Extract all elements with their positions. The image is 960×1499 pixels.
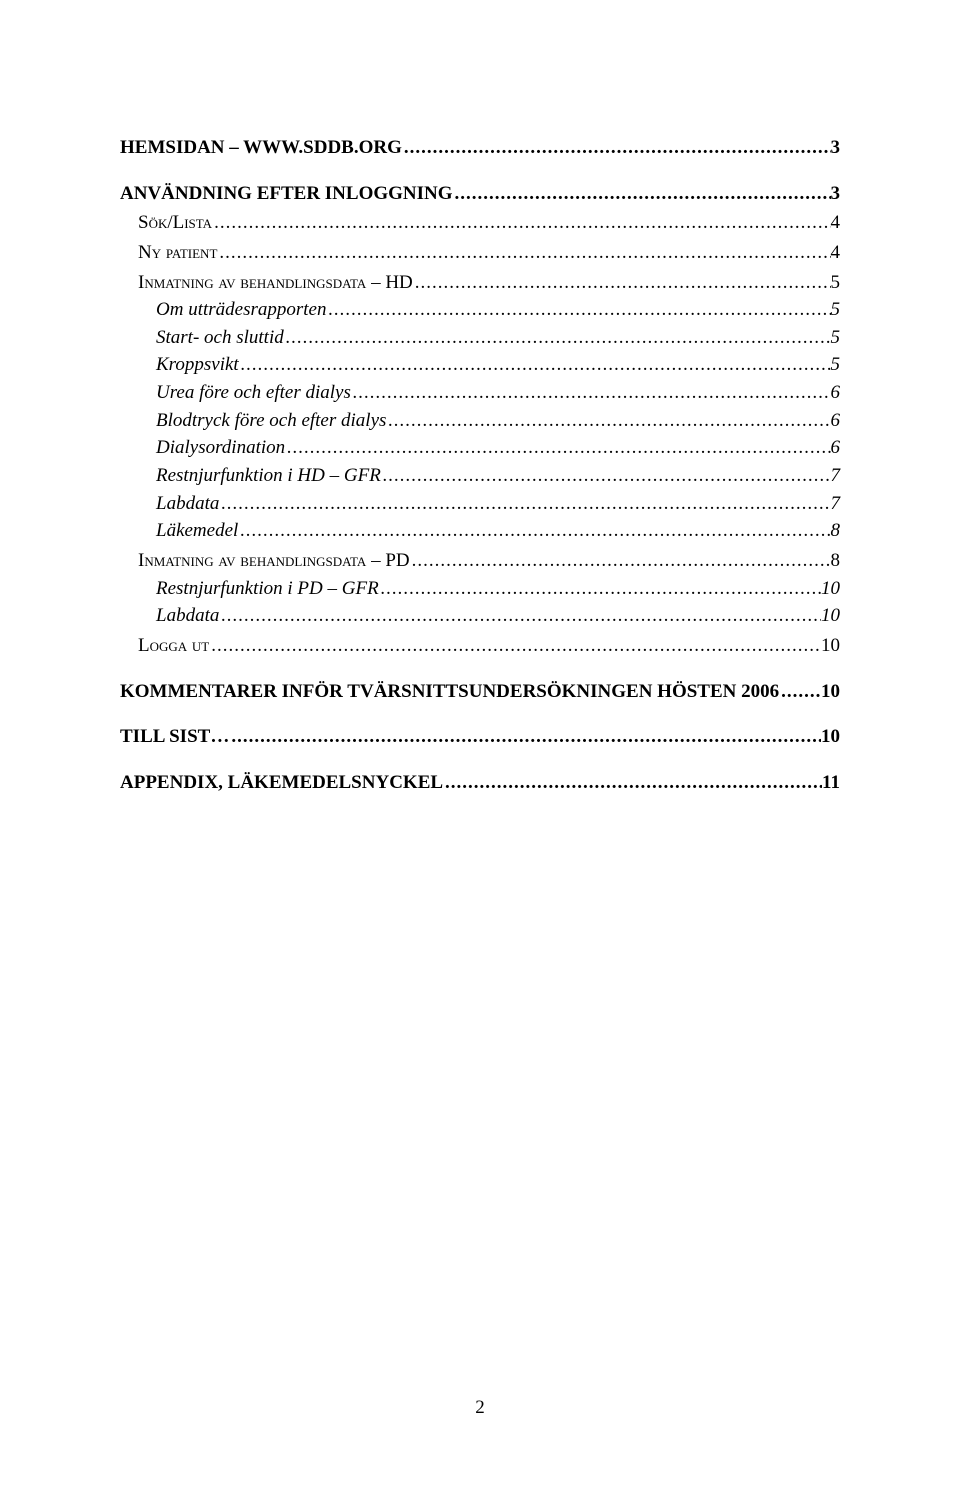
toc-entry-page: 8 (831, 518, 841, 544)
toc-entry[interactable]: Läkemedel 8 (120, 518, 840, 544)
toc-entry-page: 8 (831, 548, 841, 574)
toc-entry[interactable]: HEMSIDAN – WWW.SDDB.ORG 3 (120, 135, 840, 161)
toc-entry-text: Läkemedel (156, 518, 238, 544)
toc-leader (779, 679, 821, 705)
toc-entry-page: 10 (821, 679, 840, 705)
toc-entry[interactable]: Start- och sluttid 5 (120, 325, 840, 351)
table-of-contents: HEMSIDAN – WWW.SDDB.ORG3ANVÄNDNING EFTER… (120, 135, 840, 795)
toc-entry-page: 4 (831, 210, 841, 236)
toc-leader (351, 380, 831, 406)
toc-entry[interactable]: Restnjurfunktion i HD – GFR 7 (120, 463, 840, 489)
toc-entry-text: Urea före och efter dialys (156, 380, 351, 406)
toc-entry-page: 3 (831, 181, 841, 207)
toc-entry-text: Labdata (156, 603, 219, 629)
toc-leader (219, 603, 821, 629)
toc-entry[interactable]: Inmatning av behandlingsdata – HD 5 (120, 270, 840, 296)
toc-leader (285, 435, 830, 461)
toc-leader (238, 518, 830, 544)
toc-entry[interactable]: APPENDIX, LÄKEMEDELSNYCKEL 11 (120, 770, 840, 796)
toc-entry[interactable]: Logga ut 10 (120, 633, 840, 659)
toc-entry-page: 10 (821, 603, 840, 629)
toc-leader (381, 463, 831, 489)
page-number: 2 (0, 1397, 960, 1419)
toc-leader (239, 352, 831, 378)
toc-entry-page: 7 (831, 491, 841, 517)
toc-leader (229, 724, 821, 750)
toc-entry-page: 10 (821, 724, 840, 750)
toc-entry[interactable]: TILL SIST… 10 (120, 724, 840, 750)
toc-entry[interactable]: Dialysordination 6 (120, 435, 840, 461)
toc-entry-page: 5 (831, 325, 841, 351)
toc-entry-text: Blodtryck före och efter dialys (156, 408, 386, 434)
toc-entry-text: KOMMENTARER INFÖR TVÄRSNITTSUNDERSÖKNING… (120, 679, 779, 705)
toc-entry[interactable]: Urea före och efter dialys 6 (120, 380, 840, 406)
toc-entry[interactable]: Blodtryck före och efter dialys 6 (120, 408, 840, 434)
toc-entry-text: Dialysordination (156, 435, 285, 461)
toc-entry-text: Ny patient (138, 240, 217, 266)
toc-leader (386, 408, 830, 434)
toc-leader (379, 576, 821, 602)
toc-leader (443, 770, 822, 796)
toc-entry-text: Restnjurfunktion i PD – GFR (156, 576, 379, 602)
toc-leader (402, 135, 831, 161)
toc-leader (326, 297, 830, 323)
toc-entry-text: Inmatning av behandlingsdata – PD (138, 548, 410, 574)
toc-entry-page: 11 (822, 770, 840, 796)
toc-entry-text: Start- och sluttid (156, 325, 284, 351)
toc-entry[interactable]: Om utträdesrapporten 5 (120, 297, 840, 323)
toc-leader (209, 633, 821, 659)
toc-entry-page: 5 (831, 270, 841, 296)
toc-entry-text: Inmatning av behandlingsdata – HD (138, 270, 413, 296)
toc-leader (284, 325, 831, 351)
toc-entry-text: HEMSIDAN – WWW.SDDB.ORG (120, 135, 402, 161)
toc-entry-page: 7 (831, 463, 841, 489)
toc-entry-text: Logga ut (138, 633, 209, 659)
toc-entry-text: APPENDIX, LÄKEMEDELSNYCKEL (120, 770, 443, 796)
toc-entry[interactable]: Labdata 7 (120, 491, 840, 517)
toc-entry[interactable]: ANVÄNDNING EFTER INLOGGNING 3 (120, 181, 840, 207)
toc-leader (212, 210, 830, 236)
toc-entry[interactable]: Sök/Lista 4 (120, 210, 840, 236)
toc-entry[interactable]: Labdata 10 (120, 603, 840, 629)
toc-entry-page: 6 (831, 435, 841, 461)
toc-entry-text: Kroppsvikt (156, 352, 239, 378)
toc-entry-text: Labdata (156, 491, 219, 517)
toc-entry-page: 4 (831, 240, 841, 266)
toc-entry-text: Om utträdesrapporten (156, 297, 326, 323)
toc-leader (410, 548, 831, 574)
toc-entry[interactable]: Restnjurfunktion i PD – GFR 10 (120, 576, 840, 602)
toc-leader (219, 491, 830, 517)
toc-entry-text: Restnjurfunktion i HD – GFR (156, 463, 381, 489)
toc-entry[interactable]: Ny patient 4 (120, 240, 840, 266)
toc-leader (413, 270, 831, 296)
toc-entry[interactable]: Kroppsvikt 5 (120, 352, 840, 378)
toc-entry-page: 5 (831, 352, 841, 378)
toc-entry-page: 6 (831, 408, 841, 434)
toc-entry-page: 6 (831, 380, 841, 406)
toc-entry-text: ANVÄNDNING EFTER INLOGGNING (120, 181, 453, 207)
toc-leader (453, 181, 831, 207)
toc-entry-page: 10 (821, 633, 840, 659)
toc-entry-page: 10 (821, 576, 840, 602)
toc-entry-text: Sök/Lista (138, 210, 212, 236)
toc-entry-text: TILL SIST… (120, 724, 229, 750)
toc-leader (217, 240, 830, 266)
toc-entry-page: 5 (831, 297, 841, 323)
toc-entry-page: 3 (831, 135, 841, 161)
toc-entry[interactable]: Inmatning av behandlingsdata – PD 8 (120, 548, 840, 574)
toc-entry[interactable]: KOMMENTARER INFÖR TVÄRSNITTSUNDERSÖKNING… (120, 679, 840, 705)
